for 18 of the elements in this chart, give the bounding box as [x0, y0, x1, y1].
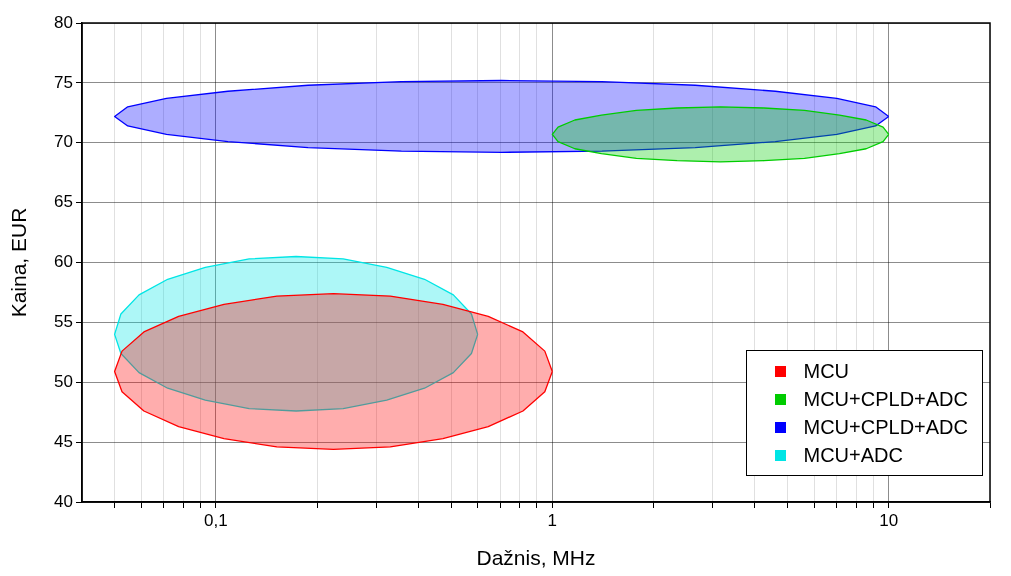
x-tick-label: 0,1	[204, 510, 228, 530]
y-axis-title: Kaina, EUR	[7, 207, 31, 318]
y-tick-label: 55	[54, 312, 73, 332]
y-tick-label: 70	[54, 132, 73, 152]
legend-label: MCU	[803, 359, 850, 383]
legend-label: MCU+CPLD+ADC	[803, 387, 968, 411]
x-axis-title: Dažnis, MHz	[476, 546, 596, 570]
y-tick-label: 65	[54, 192, 73, 212]
x-tick-label: 1	[547, 510, 558, 530]
legend-label: MCU+CPLD+ADC	[803, 415, 968, 439]
legend-label: MCU+ADC	[803, 443, 903, 467]
y-tick-label: 60	[54, 252, 73, 272]
y-tick-label: 75	[54, 72, 73, 92]
y-tick-label: 50	[54, 371, 73, 391]
x-tick-label: 10	[879, 510, 899, 530]
y-tick-label: 40	[54, 491, 73, 511]
y-tick-label: 80	[54, 12, 73, 32]
y-tick-label: 45	[54, 431, 73, 451]
